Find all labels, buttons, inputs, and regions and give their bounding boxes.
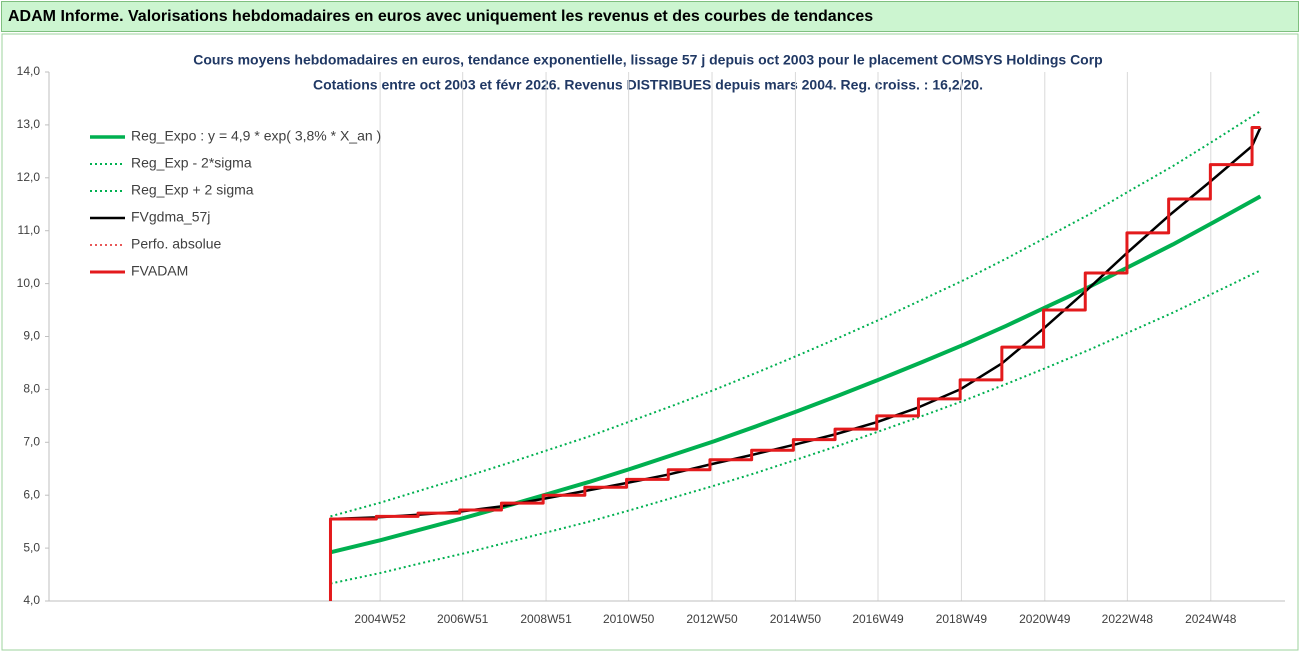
legend-label: FVgdma_57j xyxy=(131,209,210,225)
y-tick-label: 11,0 xyxy=(18,223,41,237)
y-tick-label: 13,0 xyxy=(17,117,41,131)
x-tick-label: 2024W48 xyxy=(1185,612,1237,626)
chart-subtitle: Cotations entre oct 2003 et févr 2026. R… xyxy=(313,77,983,93)
y-tick-label: 8,0 xyxy=(23,382,40,396)
series-line xyxy=(330,269,1261,585)
x-tick-label: 2020W49 xyxy=(1019,612,1071,626)
y-tick-label: 5,0 xyxy=(23,540,40,554)
chart-frame xyxy=(1,33,1299,651)
x-tick-label: 2012W50 xyxy=(686,612,738,626)
legend-label: Perfo. absolue xyxy=(131,236,221,252)
legend-label: Reg_Exp - 2*sigma xyxy=(131,155,252,171)
x-tick-label: 2008W51 xyxy=(520,612,572,626)
x-tick-label: 2014W50 xyxy=(770,612,822,626)
x-tick-label: 2018W49 xyxy=(936,612,988,626)
series-line xyxy=(328,126,1261,601)
y-tick-label: 7,0 xyxy=(23,434,40,448)
chart-title: Cours moyens hebdomadaires en euros, ten… xyxy=(193,52,1102,68)
y-tick-label: 6,0 xyxy=(23,487,40,501)
x-tick-label: 2004W52 xyxy=(354,612,406,626)
y-tick-label: 4,0 xyxy=(23,593,40,607)
x-tick-label: 2010W50 xyxy=(603,612,655,626)
x-tick-label: 2022W48 xyxy=(1102,612,1154,626)
page-title: ADAM Informe. Valorisations hebdomadaire… xyxy=(1,1,1299,32)
y-tick-label: 14,0 xyxy=(17,64,41,78)
x-tick-label: 2006W51 xyxy=(437,612,489,626)
legend-label: FVADAM xyxy=(131,263,188,279)
y-tick-label: 10,0 xyxy=(17,276,41,290)
x-tick-label: 2016W49 xyxy=(852,612,904,626)
y-tick-label: 9,0 xyxy=(23,329,40,343)
legend-label: Reg_Exp + 2 sigma xyxy=(131,182,254,198)
y-tick-label: 12,0 xyxy=(17,170,41,184)
legend-label: Reg_Expo : y = 4,9 * exp( 3,8% * X_an ) xyxy=(131,128,381,144)
